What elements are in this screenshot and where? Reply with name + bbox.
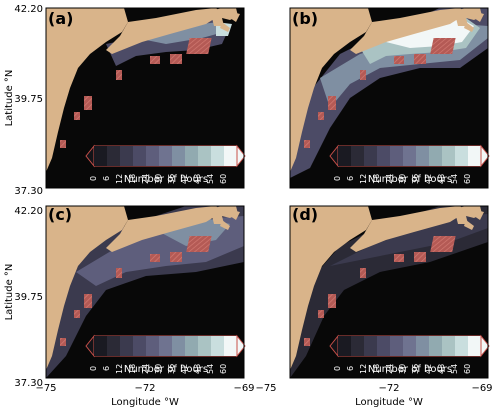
colorbar-tick: 0	[333, 366, 342, 371]
x-tick: −69	[233, 383, 254, 394]
colorbar: 0 6 12 18 24 30 36 42 48 54 60 Number of…	[329, 145, 490, 185]
colorbar-tick: 6	[102, 366, 111, 371]
panel-label: (d)	[292, 205, 318, 224]
panel-label: (b)	[292, 9, 318, 28]
panel-d: (d) 0 6 12 18 24 30 36 42 48 54 60 Numbe…	[289, 205, 490, 379]
colorbar-tick: 60	[219, 174, 228, 184]
colorbar-tick: 48	[193, 364, 202, 374]
colorbar-tick: 30	[154, 174, 163, 184]
colorbar: 0 6 12 18 24 30 36 42 48 54 60 Number of…	[329, 335, 490, 375]
x-tick: −72	[378, 383, 399, 394]
x-tick: −75	[255, 383, 276, 394]
colorbar: 0 6 12 18 24 30 36 42 48 54 60 Number of…	[85, 145, 246, 185]
colorbar-tick: 42	[424, 364, 433, 374]
colorbar-tick: 30	[398, 364, 407, 374]
colorbar-tick: 48	[437, 364, 446, 374]
panel-label: (a)	[48, 9, 73, 28]
colorbar-label: Number of hours	[124, 364, 208, 375]
colorbar-tick: 0	[333, 176, 342, 181]
panel-b: (b) 0 6 12 18 24 30 36 42 48 54 60 Numbe…	[289, 7, 490, 189]
panel-a: (a) 0 6 12 18 24 30 36 42 48 54 60 Numbe…	[45, 7, 246, 189]
colorbar-tick: 36	[167, 364, 176, 374]
x-tick: −72	[134, 383, 155, 394]
colorbar-tick: 48	[437, 174, 446, 184]
colorbar-tick: 24	[141, 174, 150, 184]
colorbar-tick: 54	[206, 364, 215, 374]
y-tick: 37.30	[14, 378, 43, 389]
colorbar-tick: 36	[411, 174, 420, 184]
colorbar-label: Number of hours	[124, 174, 208, 185]
y-axis-label: Latitude °N	[4, 264, 15, 321]
colorbar-tick: 60	[219, 364, 228, 374]
colorbar-tick: 18	[372, 364, 381, 374]
colorbar-tick: 0	[89, 366, 98, 371]
colorbar-tick: 6	[346, 366, 355, 371]
x-axis-label: Longitude °W	[111, 397, 179, 408]
y-axis-label: Latitude °N	[4, 70, 15, 127]
colorbar-tick: 30	[398, 174, 407, 184]
colorbar-tick: 54	[450, 174, 459, 184]
colorbar-tick: 42	[424, 174, 433, 184]
y-tick: 39.75	[14, 292, 43, 303]
colorbar-tick: 24	[141, 364, 150, 374]
colorbar-tick: 12	[115, 364, 124, 374]
colorbar-label: Number of hours	[368, 364, 452, 375]
colorbar-tick: 48	[193, 174, 202, 184]
colorbar-tick: 12	[359, 364, 368, 374]
colorbar-tick: 36	[167, 174, 176, 184]
colorbar-tick: 54	[450, 364, 459, 374]
colorbar: 0 6 12 18 24 30 36 42 48 54 60 Number of…	[85, 335, 246, 375]
colorbar-tick: 30	[154, 364, 163, 374]
colorbar-tick: 36	[411, 364, 420, 374]
y-tick: 37.30	[14, 186, 43, 197]
colorbar-tick: 24	[385, 364, 394, 374]
panel-c: (c) 0 6 12 18 24 30 36 42 48 54 60 Numbe…	[45, 205, 246, 379]
colorbar-tick: 18	[372, 174, 381, 184]
colorbar-label: Number of hours	[368, 174, 452, 185]
colorbar-tick: 6	[102, 176, 111, 181]
colorbar-tick: 42	[180, 174, 189, 184]
colorbar-tick: 24	[385, 174, 394, 184]
y-tick: 42.20	[14, 206, 43, 217]
colorbar-tick: 18	[128, 174, 137, 184]
colorbar-tick: 42	[180, 364, 189, 374]
x-tick: −69	[471, 383, 492, 394]
y-tick: 42.20	[14, 4, 43, 15]
colorbar-tick: 6	[346, 176, 355, 181]
colorbar-tick: 60	[463, 174, 472, 184]
colorbar-tick: 0	[89, 176, 98, 181]
panel-label: (c)	[48, 205, 72, 224]
colorbar-tick: 18	[128, 364, 137, 374]
colorbar-tick: 54	[206, 174, 215, 184]
colorbar-tick: 60	[463, 364, 472, 374]
x-tick: −75	[35, 383, 56, 394]
y-tick: 39.75	[14, 94, 43, 105]
colorbar-tick: 12	[115, 174, 124, 184]
colorbar-tick: 12	[359, 174, 368, 184]
x-axis-label: Longitude °W	[355, 397, 423, 408]
